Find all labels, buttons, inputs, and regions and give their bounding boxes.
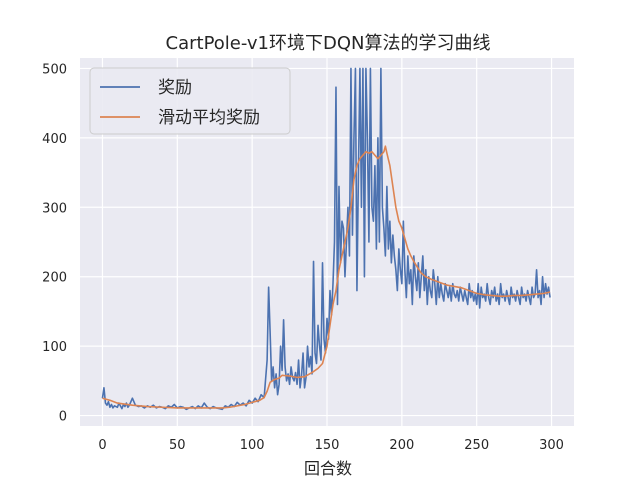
x-tick-label: 250 bbox=[464, 438, 489, 453]
y-tick-label: 100 bbox=[42, 340, 67, 355]
legend-label-reward: 奖励 bbox=[158, 78, 192, 98]
y-tick-label: 0 bbox=[59, 410, 67, 425]
x-tick-label: 0 bbox=[98, 438, 106, 453]
moving-average-series-line bbox=[102, 145, 551, 409]
y-tick-label: 200 bbox=[42, 271, 67, 286]
tick-labels: 0 50 100 150 200 250 300 0 100 200 300 400 500 bbox=[42, 62, 564, 453]
y-tick-label: 400 bbox=[42, 132, 67, 147]
x-tick-label: 150 bbox=[315, 438, 340, 453]
series-layer bbox=[101, 67, 551, 411]
x-tick-label: 200 bbox=[389, 438, 414, 453]
y-tick-label: 300 bbox=[42, 201, 67, 216]
x-tick-label: 300 bbox=[539, 438, 564, 453]
x-tick-label: 100 bbox=[240, 438, 265, 453]
legend: 奖励 滑动平均奖励 bbox=[89, 67, 291, 135]
x-axis-label: 回合数 bbox=[304, 459, 352, 478]
legend-label-moving-average: 滑动平均奖励 bbox=[158, 108, 260, 128]
chart-title: CartPole-v1环境下DQN算法的学习曲线 bbox=[166, 33, 491, 54]
reward-series-line bbox=[101, 67, 551, 411]
x-tick-label: 50 bbox=[169, 438, 186, 453]
y-tick-label: 500 bbox=[42, 62, 67, 77]
